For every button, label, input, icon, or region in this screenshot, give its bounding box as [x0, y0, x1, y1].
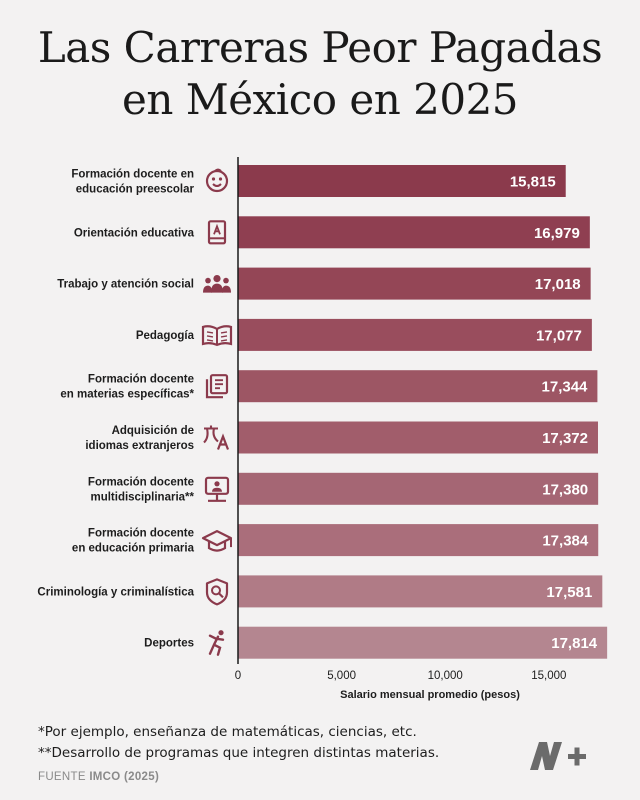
footnote-1: *Por ejemplo, enseñanza de matemáticas, … [38, 724, 417, 740]
bar-9 [238, 575, 603, 608]
bar-1 [238, 165, 566, 197]
bar-value-label: 15,815 [510, 174, 556, 191]
bar-value-label: 17,018 [535, 276, 581, 293]
bar-6 [238, 421, 598, 454]
chart-title: Las Carreras Peor Pagadas en México en 2… [0, 22, 640, 126]
category-label: Trabajo y atención social [57, 279, 194, 291]
category-label: Formación docente en materias específicas… [60, 374, 194, 401]
bar-7 [238, 472, 599, 505]
bar-10 [238, 626, 608, 659]
book-icon [207, 220, 227, 245]
source-prefix: FUENTE [38, 771, 86, 783]
title-line-1: Las Carreras Peor Pagadas [37, 23, 603, 72]
baby-face-icon [205, 168, 229, 193]
footnotes: *Por ejemplo, enseñanza de matemáticas, … [38, 722, 439, 764]
bar-chart: 15,815 Formación docente en educación pree… [37, 157, 608, 701]
articles-icon [205, 374, 229, 399]
source-name: IMCO (2025) [89, 771, 160, 783]
teacher-screen-icon [204, 476, 230, 502]
bar-5 [238, 370, 598, 403]
bar-3 [238, 267, 591, 300]
category-label: Orientación educativa [74, 227, 195, 239]
category-label: Adquisición de idiomas extranjeros [85, 425, 194, 452]
translate-icon [203, 425, 230, 450]
category-label: Formación docente en educación preescolar [71, 169, 194, 196]
category-label: Formación docente en educación primaria [72, 528, 195, 555]
bar-value-label: 17,077 [536, 327, 582, 344]
category-label: Formación docente multidisciplinaria** [88, 476, 195, 503]
source-credit: FUENTE IMCO (2025) [38, 771, 159, 783]
bar-8 [238, 524, 599, 557]
x-axis-label: Salario mensual promedio (pesos) [340, 689, 520, 701]
bar-value-label: 17,380 [542, 481, 588, 498]
x-tick-label: 5,000 [327, 670, 356, 682]
open-book-icon [201, 325, 233, 347]
bar-value-label: 17,384 [542, 533, 589, 550]
category-label: Deportes [144, 638, 194, 650]
bar-4 [238, 318, 592, 351]
x-axis-ticks: 0 5,000 10,000 15,000 [235, 670, 567, 682]
footnote-2: **Desarrollo de programas que integren d… [38, 745, 440, 761]
bar-value-label: 17,344 [542, 379, 589, 396]
bar-value-label: 17,581 [546, 584, 592, 601]
people-icon [203, 275, 231, 293]
athlete-icon [208, 630, 225, 656]
bars-layer: 15,815 Formación docente en educación pree… [37, 165, 608, 659]
category-label: Pedagogía [136, 330, 195, 342]
category-label: Criminología y criminalística [37, 586, 194, 598]
x-tick-label: 10,000 [428, 670, 463, 682]
title-line-2: en México en 2025 [121, 75, 519, 124]
nmas-logo [530, 742, 586, 770]
shield-search-icon [205, 578, 229, 606]
bar-value-label: 17,372 [542, 430, 588, 447]
bar-2 [238, 216, 590, 249]
x-tick-label: 0 [235, 670, 241, 682]
graduation-cap-icon [201, 529, 233, 552]
x-tick-label: 15,000 [531, 670, 566, 682]
bar-value-label: 16,979 [534, 225, 580, 242]
bar-value-label: 17,814 [551, 635, 598, 652]
